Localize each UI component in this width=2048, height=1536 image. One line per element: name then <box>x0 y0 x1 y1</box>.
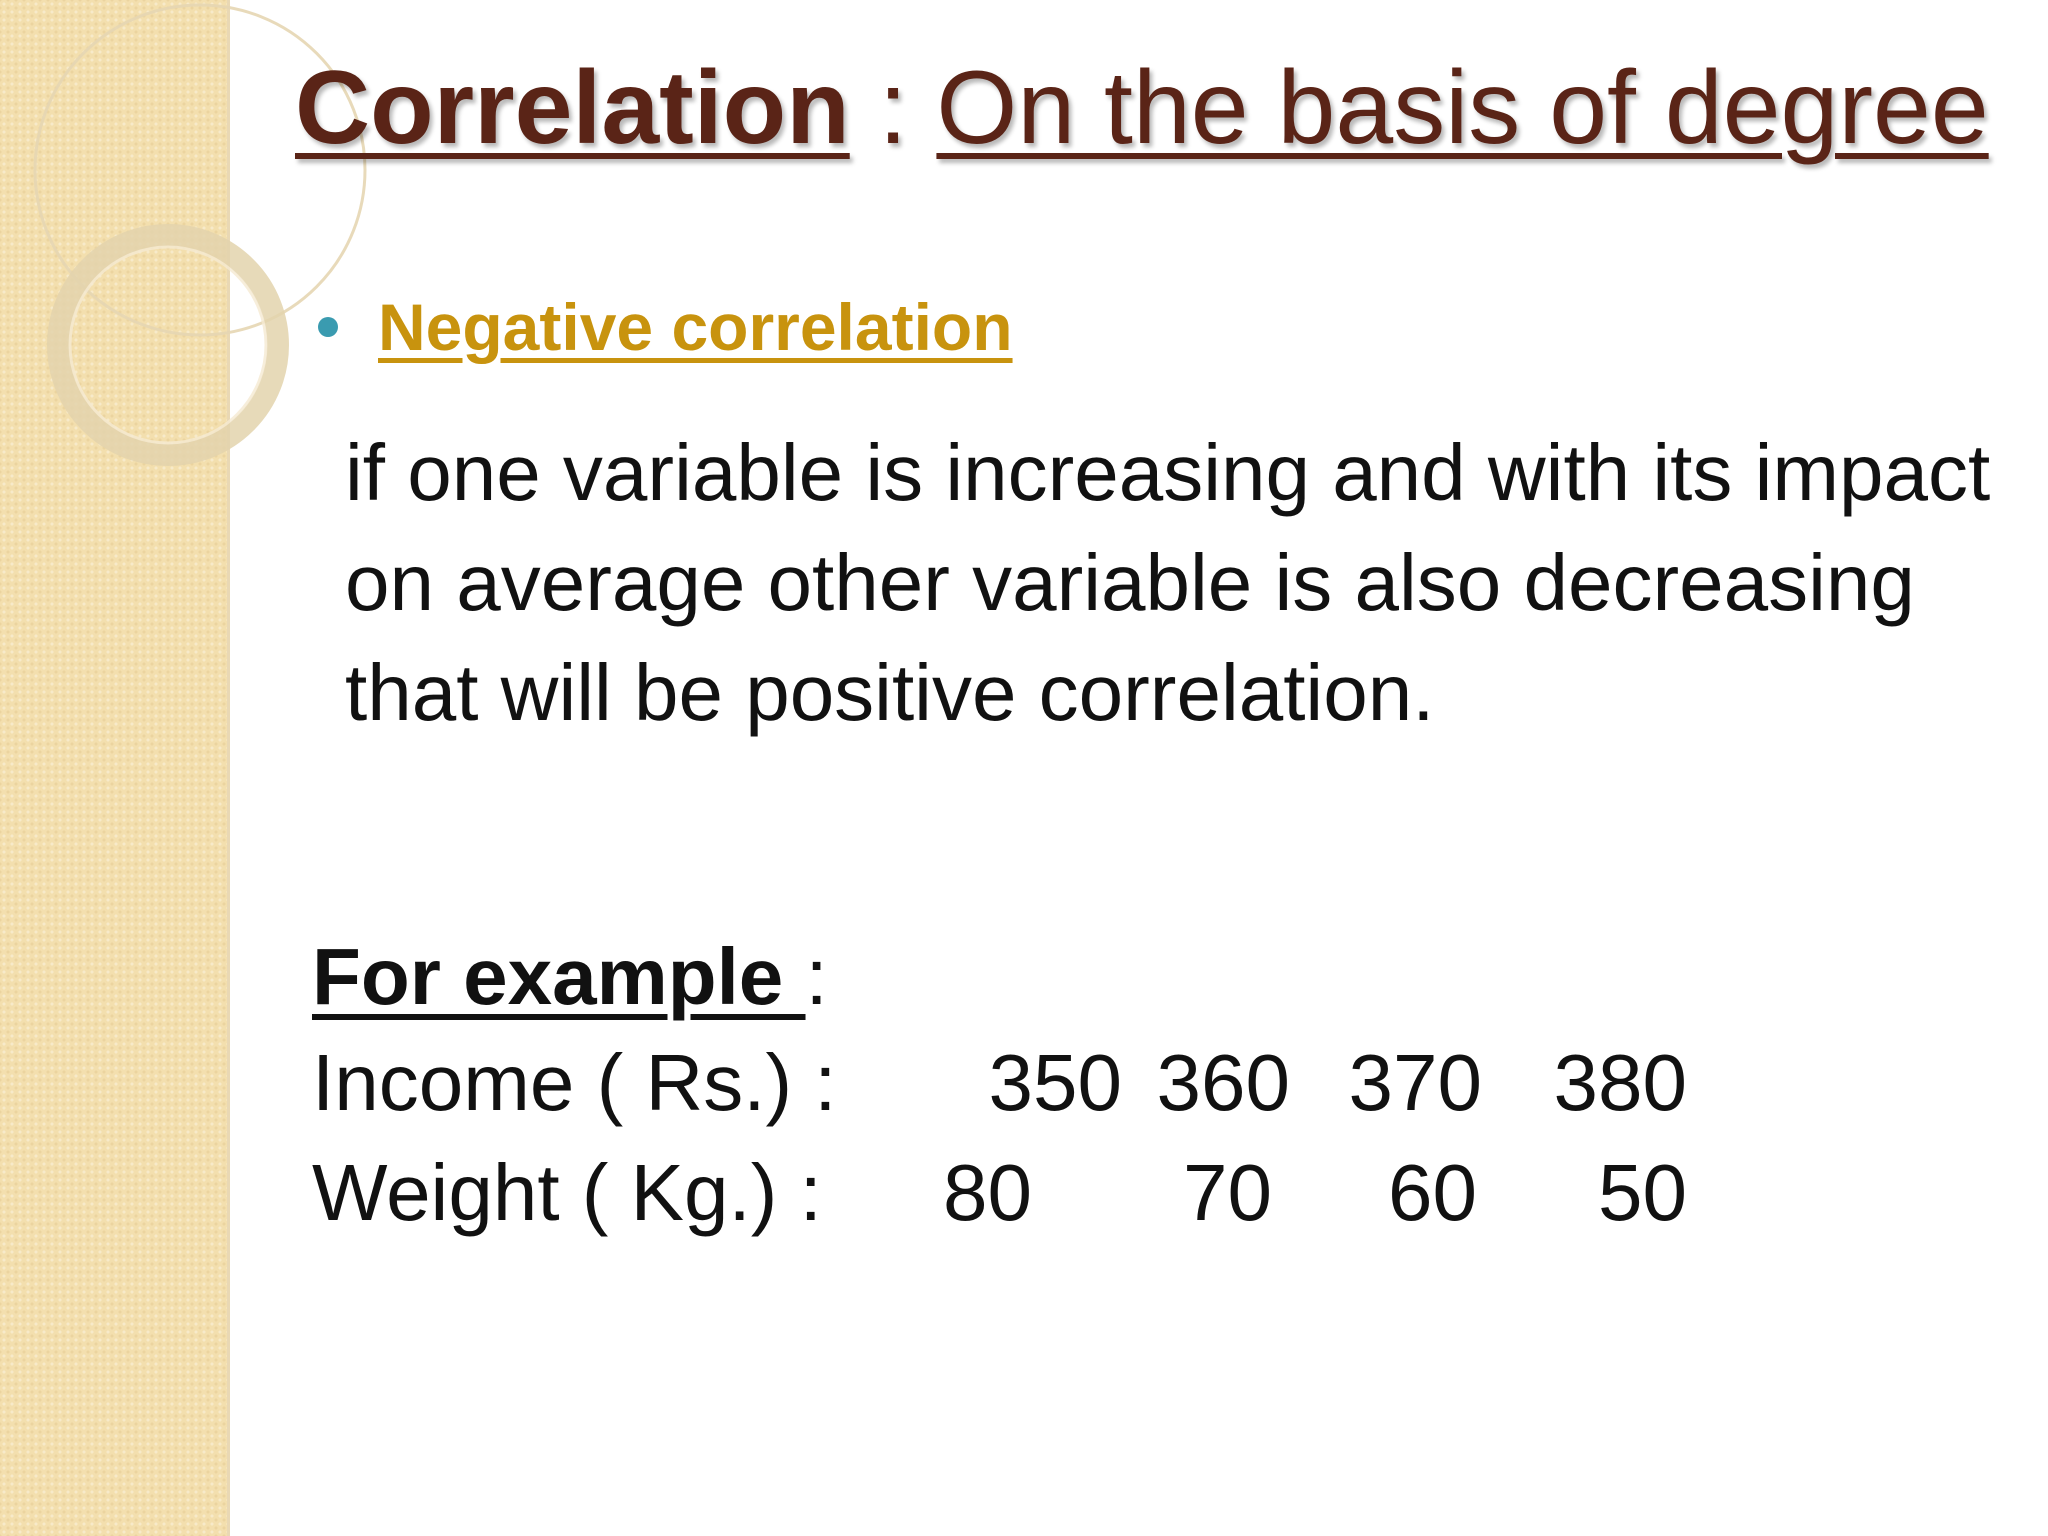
income-label: Income ( Rs.) : <box>312 1038 837 1127</box>
example-label: For example <box>312 932 806 1021</box>
title-separator: : <box>849 50 937 166</box>
weight-value: 80 <box>943 1148 1032 1237</box>
weight-value: 70 <box>1183 1148 1272 1237</box>
bullet-label: Negative correlation <box>378 290 1013 364</box>
income-value: 370 <box>1348 1038 1482 1127</box>
example-colon: : <box>805 932 828 1021</box>
weight-value: 50 <box>1598 1148 1687 1237</box>
income-row: Income ( Rs.) : 350 360 370 380 <box>312 1028 1687 1138</box>
income-value: 360 <box>1156 1038 1290 1127</box>
bullet-item: Negative correlation <box>318 282 1013 372</box>
weight-value: 60 <box>1388 1148 1477 1237</box>
bullet-dot-icon <box>318 317 338 337</box>
weight-label: Weight ( Kg.) : <box>312 1148 822 1237</box>
title-subtitle: On the basis of degree <box>936 50 1989 166</box>
example-heading: For example : <box>312 922 828 1032</box>
slide-title: Correlation : On the basis of degree <box>295 40 1995 176</box>
title-main: Correlation <box>295 50 850 166</box>
weight-row: Weight ( Kg.) : 80 70 60 50 <box>312 1138 1687 1248</box>
income-value: 380 <box>1553 1038 1687 1127</box>
income-value: 350 <box>988 1038 1122 1127</box>
definition-text: if one variable is increasing and with i… <box>345 428 1991 737</box>
